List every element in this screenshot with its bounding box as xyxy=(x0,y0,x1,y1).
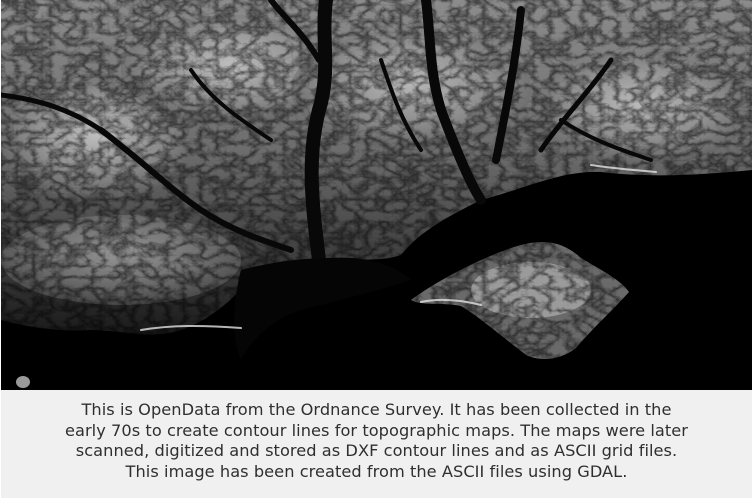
caption-line-3: scanned, digitized and stored as DXF con… xyxy=(75,441,678,460)
coastal-highlights xyxy=(140,164,657,331)
river-valleys xyxy=(1,0,653,267)
caption-line-2: early 70s to create contour lines for to… xyxy=(65,420,688,440)
terrain-texture xyxy=(1,0,752,390)
caption-panel: This is OpenData from the Ordnance Surve… xyxy=(1,390,752,498)
islet xyxy=(16,376,30,388)
coastal-lowland xyxy=(234,257,411,360)
caption-line-4: This image has been created from the ASC… xyxy=(125,461,628,481)
elevation-map xyxy=(1,0,752,390)
caption-line-1: This is OpenData from the Ordnance Surve… xyxy=(81,400,672,419)
caption-text: This is OpenData from the Ordnance Surve… xyxy=(9,400,744,482)
elevation-map-svg xyxy=(1,0,752,390)
